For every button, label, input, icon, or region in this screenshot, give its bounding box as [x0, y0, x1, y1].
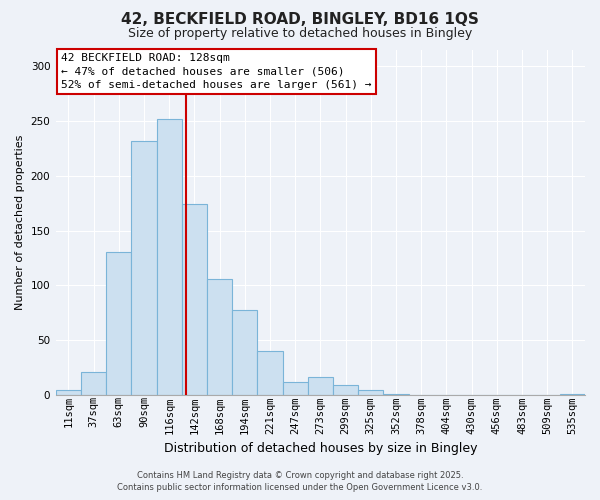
- Bar: [257, 351, 283, 395]
- Text: 42, BECKFIELD ROAD, BINGLEY, BD16 1QS: 42, BECKFIELD ROAD, BINGLEY, BD16 1QS: [121, 12, 479, 28]
- Bar: [358, 390, 383, 395]
- Bar: [56, 390, 81, 395]
- Bar: [131, 141, 157, 395]
- Text: Contains HM Land Registry data © Crown copyright and database right 2025.
Contai: Contains HM Land Registry data © Crown c…: [118, 471, 482, 492]
- Bar: [157, 119, 182, 395]
- Bar: [81, 372, 106, 395]
- Bar: [333, 385, 358, 395]
- Bar: [207, 279, 232, 395]
- Bar: [106, 252, 131, 395]
- Y-axis label: Number of detached properties: Number of detached properties: [15, 134, 25, 310]
- Bar: [308, 378, 333, 395]
- Text: 42 BECKFIELD ROAD: 128sqm
← 47% of detached houses are smaller (506)
52% of semi: 42 BECKFIELD ROAD: 128sqm ← 47% of detac…: [61, 54, 371, 90]
- Bar: [182, 204, 207, 395]
- X-axis label: Distribution of detached houses by size in Bingley: Distribution of detached houses by size …: [164, 442, 477, 455]
- Bar: [560, 394, 585, 395]
- Bar: [232, 310, 257, 395]
- Text: Size of property relative to detached houses in Bingley: Size of property relative to detached ho…: [128, 28, 472, 40]
- Bar: [383, 394, 409, 395]
- Bar: [283, 382, 308, 395]
